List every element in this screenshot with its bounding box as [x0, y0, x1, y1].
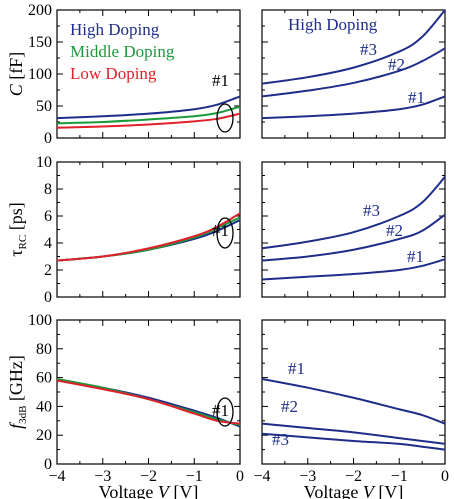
series-line-high: [261, 432, 446, 451]
plot-frame: [261, 319, 446, 465]
legend-entry: Low Doping: [70, 64, 157, 83]
x-tick-label: −3: [299, 468, 316, 485]
legend-entry: Middle Doping: [70, 42, 175, 61]
plot-frame: [261, 161, 446, 298]
annotation-label: #3: [363, 201, 380, 220]
x-axis-label: Voltage V [V]: [99, 482, 199, 499]
x-axis-label: Voltage V [V]: [304, 482, 404, 499]
x-tick-label: −4: [48, 468, 65, 485]
x-tick-label: −1: [391, 468, 408, 485]
y-axis-label: C [fF]: [6, 52, 26, 97]
y-tick-label: 100: [28, 66, 52, 83]
series-line-low: [56, 112, 241, 129]
y-tick-label: 80: [36, 341, 52, 358]
y-tick-label: 10: [36, 154, 52, 171]
annotation-label: #1: [212, 401, 229, 420]
annotation-bracket: [224, 217, 234, 249]
x-tick-label: −1: [186, 468, 203, 485]
annotation-bracket: [216, 217, 226, 249]
y-tick-label: 0: [44, 289, 52, 306]
series-line-high: [56, 95, 241, 120]
series-line-high: [261, 176, 446, 250]
y-tick-label: 150: [28, 34, 52, 51]
annotation-label: #2: [386, 221, 403, 240]
annotation-label: #2: [388, 55, 405, 74]
series-line-high: [261, 47, 446, 98]
panel-top-left: 0 50 100 150 200 C [fF] High Doping Middle Dopi…: [6, 2, 241, 147]
annotation-label: #1: [212, 71, 229, 90]
panel-bottom-left: 0 20 40 60 80 100 −4 −3 −2 −1 0 f3dB [GHz] Voltage V…: [6, 312, 244, 499]
y-tick-label: 200: [28, 2, 52, 19]
series-line-high: [261, 422, 446, 445]
panel-middle-right: #3 #2#1: [261, 161, 446, 298]
x-tick-label: 0: [441, 468, 449, 485]
annotation-label: #1: [408, 88, 425, 107]
y-tick-label: 8: [44, 181, 52, 198]
series-line-high: [261, 378, 446, 425]
y-tick-label: 0: [44, 130, 52, 147]
x-tick-label: 0: [236, 468, 244, 485]
annotation-label: #1: [212, 221, 229, 240]
panel-top-right: High Doping #3 #2#1: [261, 9, 446, 139]
series-line-high: [261, 95, 446, 120]
panel-title: High Doping: [288, 15, 378, 34]
annotation-bracket: [224, 103, 234, 133]
annotation-label: #1: [288, 359, 305, 378]
y-axis-label: τRC [ps]: [6, 202, 29, 256]
x-tick-label: −4: [253, 468, 270, 485]
annotation-bracket: [216, 397, 226, 427]
series-line-middle: [56, 105, 241, 125]
annotation-bracket: [216, 103, 226, 133]
y-tick-label: 40: [36, 398, 52, 415]
panel-middle-left: 0 2 4 6 8 10 τRC [ps] #1: [6, 154, 241, 306]
x-tick-label: −2: [140, 468, 157, 485]
y-tick-label: 4: [44, 235, 52, 252]
series-line-high: [261, 9, 446, 85]
series-line-low: [56, 212, 241, 262]
y-tick-label: 50: [36, 98, 52, 115]
legend-entry: High Doping: [70, 20, 160, 39]
y-tick-label: 60: [36, 370, 52, 387]
annotation-bracket: [224, 397, 234, 427]
x-tick-label: −3: [94, 468, 111, 485]
series-line-high: [261, 258, 446, 281]
annotation-label: #3: [272, 430, 289, 449]
y-tick-label: 2: [44, 262, 52, 279]
plot-frame: [56, 319, 241, 465]
y-tick-label: 0: [44, 456, 52, 473]
series-line-high: [261, 213, 446, 262]
y-tick-label: 6: [44, 208, 52, 225]
panel-bottom-right: −4 −3 −2 −1 0 Voltage V [V] #1 #2 #3: [253, 319, 449, 499]
y-tick-label: 20: [36, 427, 52, 444]
annotation-label: #1: [407, 247, 424, 266]
annotation-label: #3: [360, 40, 377, 59]
annotation-label: #2: [281, 397, 298, 416]
x-tick-label: −2: [345, 468, 362, 485]
y-tick-label: 100: [28, 312, 52, 329]
y-axis-label: f3dB [GHz]: [6, 355, 29, 429]
